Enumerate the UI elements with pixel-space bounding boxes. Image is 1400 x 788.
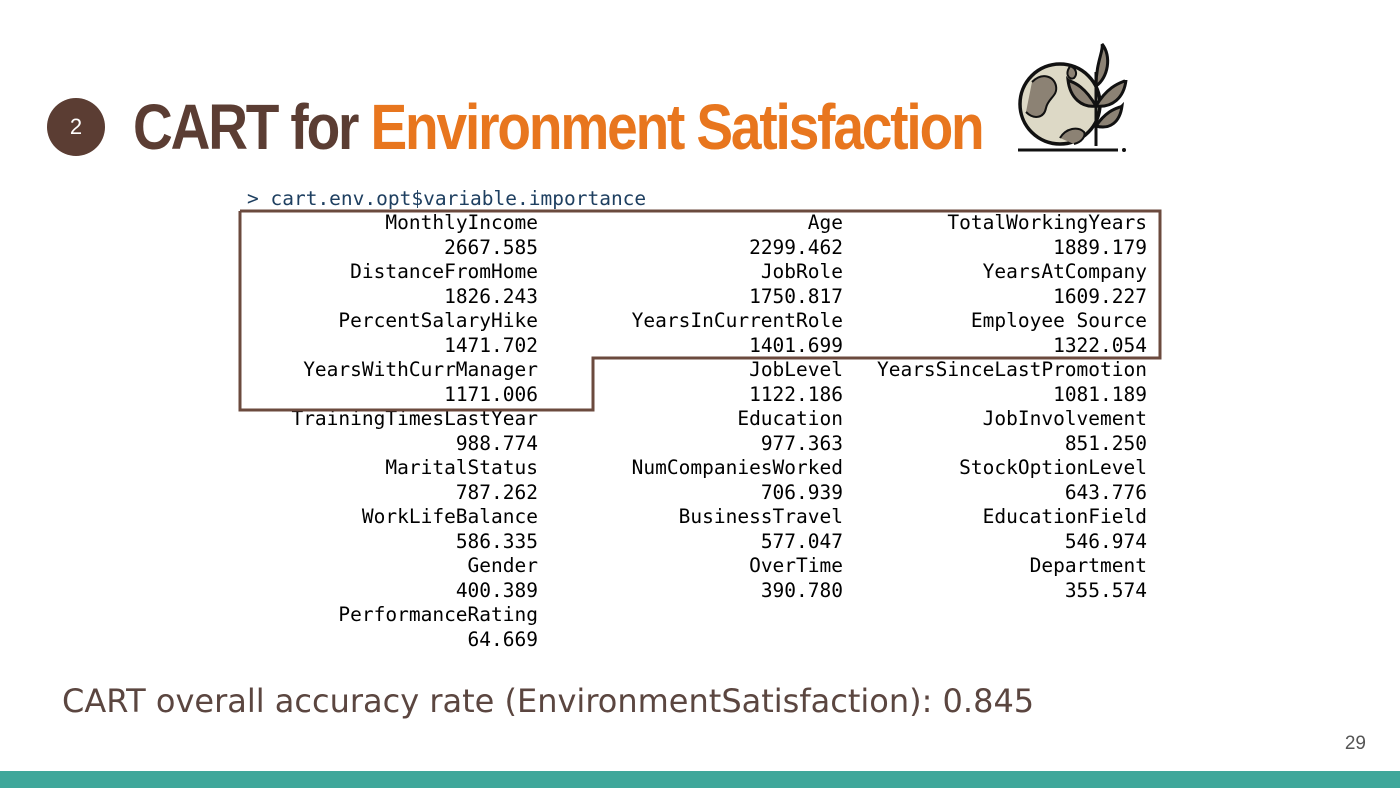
variable-importance-value: 988.774 xyxy=(455,431,538,455)
variable-importance-value: 1826.243 xyxy=(444,284,538,308)
variable-name: YearsSinceLastPromotion xyxy=(876,358,1147,381)
variable-importance-value: 1171.006 xyxy=(444,382,538,406)
variable-importance-value: 355.574 xyxy=(1064,578,1147,602)
variable-importance-value: 1471.702 xyxy=(444,333,538,357)
variable-importance-value: 1122.186 xyxy=(749,382,843,406)
variable-name: YearsAtCompany xyxy=(982,260,1147,283)
variable-importance-value: 787.262 xyxy=(455,480,538,504)
title-row: 2 CART for Environment Satisfaction xyxy=(47,82,1121,172)
variable-name: YearsWithCurrManager xyxy=(303,358,538,381)
variable-name: NumCompaniesWorked xyxy=(631,456,843,479)
variable-name: StockOptionLevel xyxy=(959,456,1147,479)
section-number-badge: 2 xyxy=(47,98,105,156)
accuracy-statement: CART overall accuracy rate (EnvironmentS… xyxy=(62,682,1035,720)
variable-importance-value: 64.669 xyxy=(467,627,538,651)
footer-bar xyxy=(0,771,1400,788)
console-command: > cart.env.opt$variable.importance xyxy=(247,187,647,210)
variable-importance-value: 706.939 xyxy=(760,480,843,504)
variable-importance-value: 1750.817 xyxy=(749,284,843,308)
variable-name: PercentSalaryHike xyxy=(338,309,538,332)
variable-name: JobLevel xyxy=(749,358,843,381)
variable-importance-value: 1609.227 xyxy=(1053,284,1147,308)
page-number: 29 xyxy=(1344,733,1366,754)
variable-name: MonthlyIncome xyxy=(385,211,538,234)
variable-importance-value: 851.250 xyxy=(1064,431,1147,455)
variable-name: JobInvolvement xyxy=(982,407,1147,430)
variable-name: TotalWorkingYears xyxy=(947,211,1147,234)
variable-importance-value: 2299.462 xyxy=(749,235,843,259)
variable-name: PerformanceRating xyxy=(338,603,538,626)
variable-importance-value: 1889.179 xyxy=(1053,235,1147,259)
variable-importance-value: 2667.585 xyxy=(444,235,538,259)
variable-importance-value: 643.776 xyxy=(1064,480,1147,504)
variable-name: JobRole xyxy=(760,260,843,283)
variable-name: TrainingTimesLastYear xyxy=(291,407,538,430)
variable-name: Education xyxy=(737,407,843,430)
variable-importance-value: 1081.189 xyxy=(1053,382,1147,406)
variable-importance-value: 546.974 xyxy=(1064,529,1147,553)
slide-title: CART for Environment Satisfaction xyxy=(133,90,985,164)
variable-name: Department xyxy=(1029,554,1147,577)
variable-name: MaritalStatus xyxy=(385,456,538,479)
variable-name: EducationField xyxy=(982,505,1147,528)
variable-name: Employee Source xyxy=(970,309,1147,332)
slide-title-part1: CART for xyxy=(133,91,371,163)
variable-name: WorkLifeBalance xyxy=(361,505,538,528)
earth-plant-icon xyxy=(1012,42,1132,157)
variable-name: BusinessTravel xyxy=(678,505,843,528)
variable-importance-value: 400.389 xyxy=(455,578,538,602)
variable-importance-value: 390.780 xyxy=(760,578,843,602)
variable-importance-value: 1322.054 xyxy=(1053,333,1147,357)
variable-importance-value: 1401.699 xyxy=(749,333,843,357)
variable-name: OverTime xyxy=(749,554,843,577)
slide-title-part2: Environment Satisfaction xyxy=(370,91,984,163)
variable-name: DistanceFromHome xyxy=(350,260,538,283)
variable-importance-value: 586.335 xyxy=(455,529,538,553)
variable-name: Gender xyxy=(467,554,538,577)
variable-importance-value: 977.363 xyxy=(760,431,843,455)
variable-importance-value: 577.047 xyxy=(760,529,843,553)
variable-name: Age xyxy=(807,211,843,234)
variable-name: YearsInCurrentRole xyxy=(631,309,843,332)
